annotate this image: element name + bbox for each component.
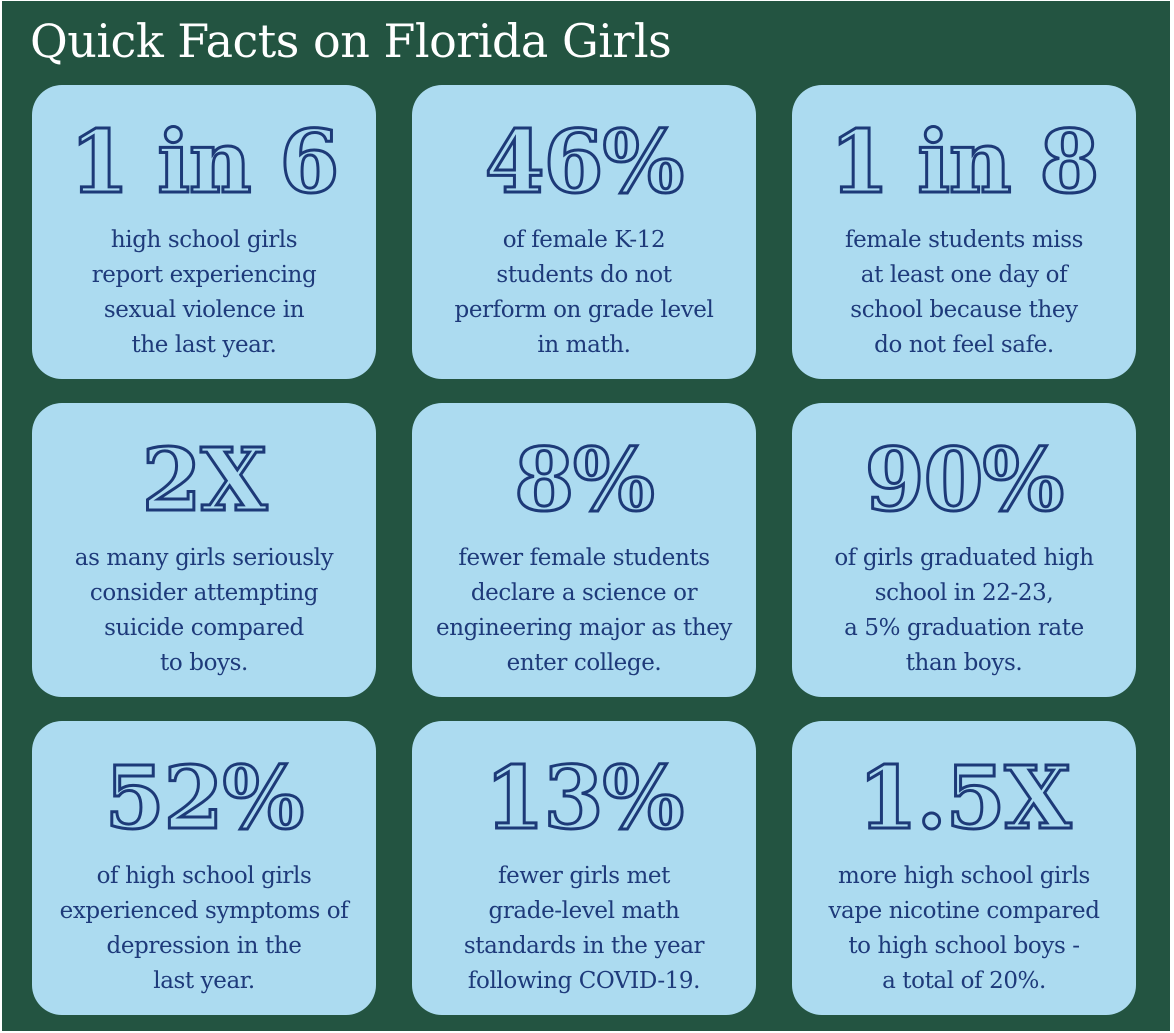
fact-card-vaping: 1.5X more high school girls vape nicotin… (792, 721, 1136, 1015)
fact-line: of high school girls (96, 863, 312, 889)
fact-line: a total of 20%. (882, 968, 1046, 994)
fact-line: school because they (850, 297, 1078, 323)
fact-line: report experiencing (91, 262, 317, 288)
fact-line: consider attempting (89, 580, 319, 606)
fact-line: perform on grade level (454, 297, 714, 323)
fact-stat: 8% (513, 429, 657, 533)
fact-line: following COVID-19. (467, 968, 701, 994)
fact-line: vape nicotine compared (828, 898, 1100, 924)
fact-line: declare a science or (470, 580, 698, 606)
fact-description: of female K-12 students do not perform o… (424, 223, 744, 363)
fact-stat: 90% (863, 429, 1065, 533)
fact-description: high school girls report experiencing se… (44, 223, 364, 363)
fact-line: than boys. (905, 650, 1023, 676)
fact-card-stem-major: 8% fewer female students declare a scien… (412, 403, 756, 697)
fact-line: more high school girls (838, 863, 1090, 889)
fact-grid: 1 in 6 high school girls report experien… (32, 85, 1136, 1015)
fact-line: of female K-12 (502, 227, 666, 253)
fact-line: to high school boys - (848, 933, 1080, 959)
fact-stat: 46% (483, 111, 685, 215)
fact-card-school-safety: 1 in 8 female students miss at least one… (792, 85, 1136, 379)
fact-line: fewer female students (458, 545, 710, 571)
fact-line: last year. (153, 968, 255, 994)
fact-line: suicide compared (104, 615, 304, 641)
fact-card-suicide: 2X as many girls seriously consider atte… (32, 403, 376, 697)
fact-line: as many girls seriously (74, 545, 334, 571)
fact-line: enter college. (506, 650, 662, 676)
fact-line: students do not (496, 262, 672, 288)
fact-line: to boys. (160, 650, 248, 676)
fact-line: in math. (537, 332, 631, 358)
fact-stat: 52% (103, 747, 305, 851)
fact-line: the last year. (131, 332, 277, 358)
fact-stat: 2X (140, 429, 269, 533)
fact-description: fewer female students declare a science … (424, 541, 744, 681)
fact-line: of girls graduated high (834, 545, 1094, 571)
fact-line: school in 22-23, (874, 580, 1054, 606)
page-title: Quick Facts on Florida Girls (30, 14, 672, 68)
fact-stat: 13% (483, 747, 685, 851)
fact-line: experienced symptoms of (59, 898, 349, 924)
fact-card-sexual-violence: 1 in 6 high school girls report experien… (32, 85, 376, 379)
fact-line: depression in the (106, 933, 302, 959)
fact-line: grade-level math (488, 898, 680, 924)
fact-stat: 1 in 6 (68, 111, 341, 215)
fact-card-graduation: 90% of girls graduated high school in 22… (792, 403, 1136, 697)
fact-line: sexual violence in (103, 297, 305, 323)
fact-line: high school girls (110, 227, 298, 253)
fact-stat: 1 in 8 (828, 111, 1101, 215)
fact-description: fewer girls met grade-level math standar… (424, 859, 744, 999)
fact-line: at least one day of (860, 262, 1068, 288)
fact-description: as many girls seriously consider attempt… (44, 541, 364, 681)
fact-line: engineering major as they (435, 615, 733, 641)
fact-description: of high school girls experienced symptom… (44, 859, 364, 999)
fact-line: standards in the year (463, 933, 705, 959)
fact-card-math-grade-level: 46% of female K-12 students do not perfo… (412, 85, 756, 379)
fact-description: more high school girls vape nicotine com… (804, 859, 1124, 999)
fact-card-depression: 52% of high school girls experienced sym… (32, 721, 376, 1015)
fact-line: a 5% graduation rate (844, 615, 1084, 641)
fact-line: fewer girls met (498, 863, 670, 889)
fact-line: female students miss (844, 227, 1084, 253)
fact-line: do not feel safe. (874, 332, 1054, 358)
fact-stat: 1.5X (856, 747, 1072, 851)
fact-card-math-covid: 13% fewer girls met grade-level math sta… (412, 721, 756, 1015)
fact-description: female students miss at least one day of… (804, 223, 1124, 363)
fact-description: of girls graduated high school in 22-23,… (804, 541, 1124, 681)
